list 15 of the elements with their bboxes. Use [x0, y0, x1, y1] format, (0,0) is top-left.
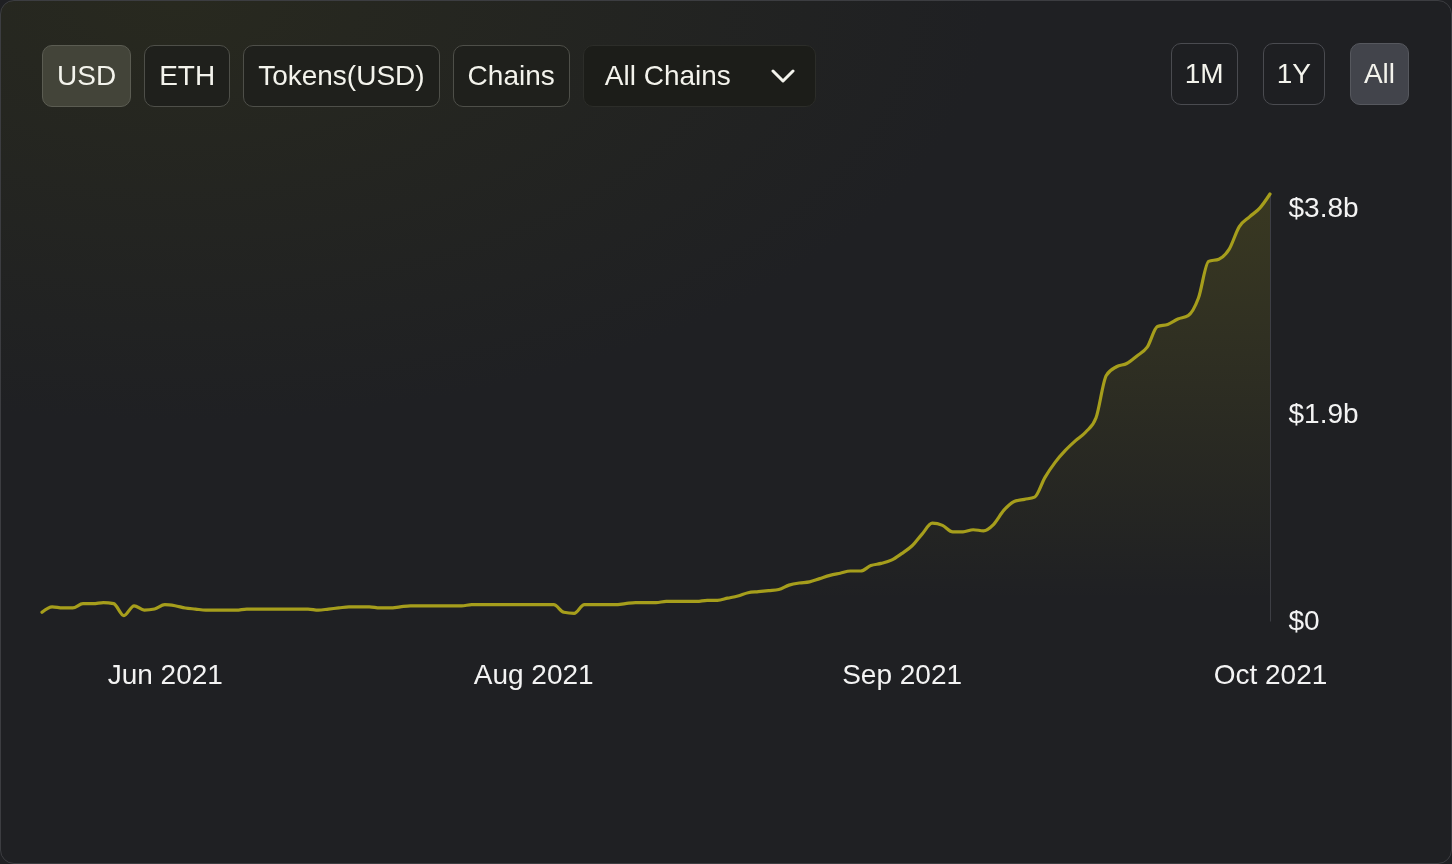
button: 1M	[1170, 43, 1238, 105]
x-tick-label: Jun 2021	[107, 658, 223, 690]
x-tick-label: Oct 2021	[1213, 658, 1328, 690]
button: USD	[42, 45, 132, 107]
button: ETH	[144, 45, 231, 107]
button: Chains	[452, 45, 570, 107]
y-tick-label: $0	[1288, 604, 1320, 636]
x-tick-label: Sep 2021	[842, 658, 963, 690]
button: All	[1349, 43, 1409, 105]
y-tick-label: $3.8b	[1288, 191, 1359, 223]
dropdown: All Chains	[582, 45, 816, 107]
button: Tokens(USD)	[243, 45, 440, 107]
button: 1Y	[1262, 43, 1325, 105]
x-tick-label: Aug 2021	[473, 658, 594, 690]
y-tick-label: $1.9b	[1288, 398, 1359, 430]
